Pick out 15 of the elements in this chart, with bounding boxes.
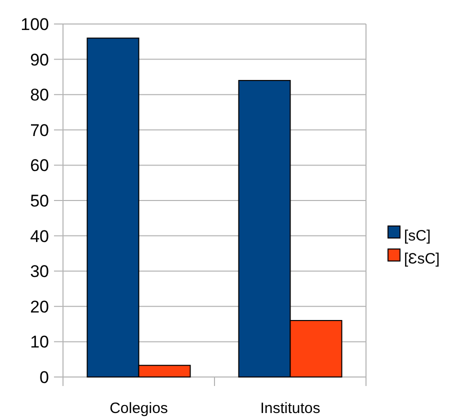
x-tick-label: Institutos — [260, 400, 320, 417]
x-tick-label: Colegios — [110, 400, 168, 417]
y-tick-label: 20 — [30, 297, 49, 316]
legend-label: [ƐsC] — [404, 250, 440, 268]
y-tick-label: 80 — [30, 86, 49, 105]
y-tick-label: 100 — [20, 14, 49, 34]
y-tick-label: 30 — [30, 262, 49, 282]
y-tick-label: 50 — [30, 191, 49, 210]
y-tick-label: 90 — [30, 50, 49, 70]
legend-label: [sC] — [404, 228, 431, 244]
y-tick-label: 70 — [30, 120, 49, 140]
y-tick-label: 40 — [30, 226, 49, 246]
y-tick-label: 10 — [30, 332, 49, 352]
y-tick-label: 60 — [30, 156, 49, 176]
y-tick-label: 0 — [40, 368, 49, 387]
